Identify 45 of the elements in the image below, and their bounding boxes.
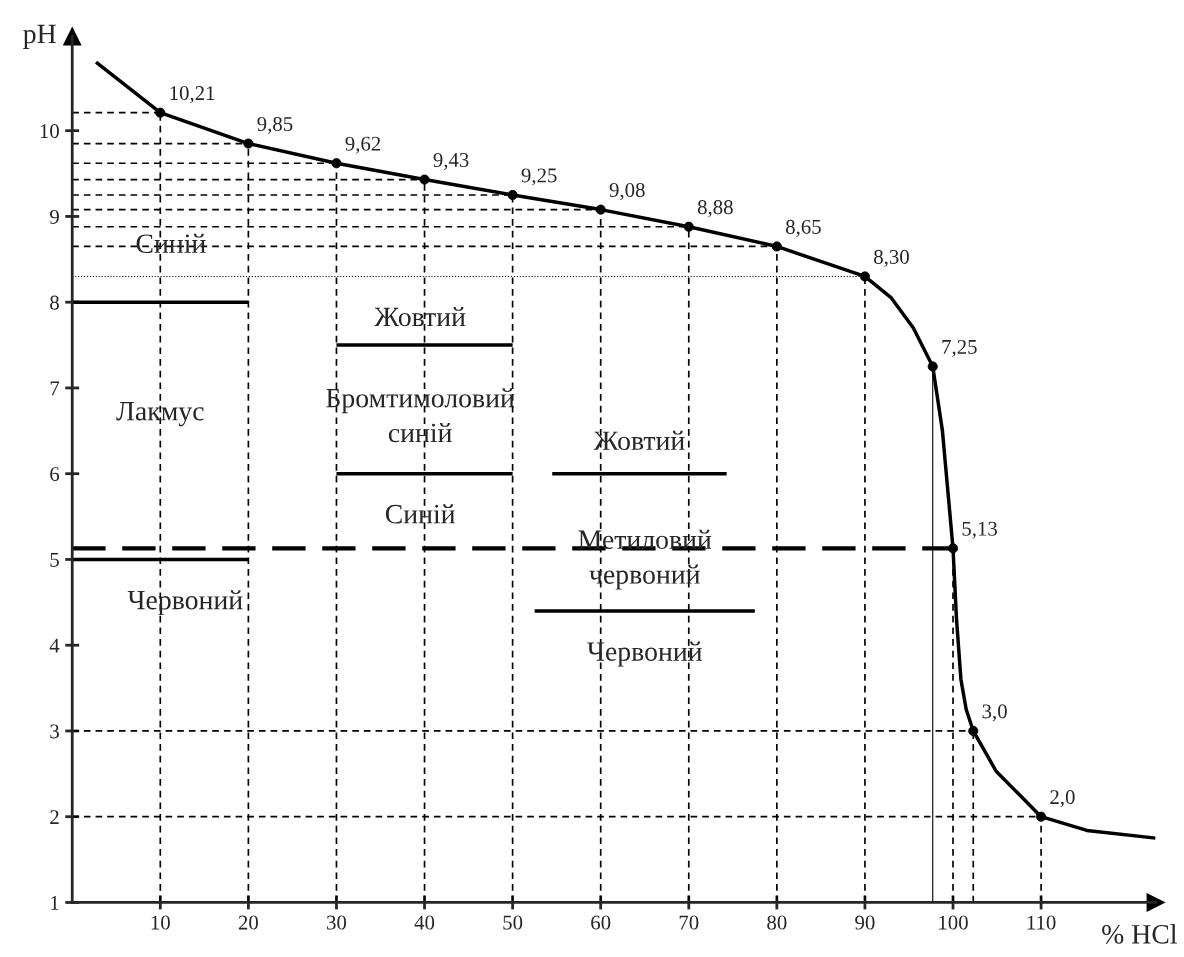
annotation: Синій xyxy=(385,504,455,524)
annotation: Бромтимоловий синій xyxy=(326,388,515,443)
annotation: Червоний xyxy=(127,590,243,616)
y-tick-label: 5 xyxy=(50,553,59,567)
data-label: 9,62 xyxy=(345,136,381,154)
y-tick-label: 6 xyxy=(50,467,60,482)
x-tick-label: 100 xyxy=(939,915,968,930)
x-tick-label: 90 xyxy=(855,915,875,930)
data-label: 9,85 xyxy=(257,116,293,134)
data-label: 8,88 xyxy=(697,200,733,218)
data-label: 8,30 xyxy=(874,249,909,267)
x-tick-label: 40 xyxy=(414,915,435,930)
data-label: 5,13 xyxy=(962,521,997,539)
x-tick-label: 10 xyxy=(151,915,170,930)
y-tick-label: 8 xyxy=(50,295,59,310)
y-tick-label: 1 xyxy=(51,895,59,910)
data-label: 10,21 xyxy=(170,86,215,104)
data-label: 8,65 xyxy=(785,219,821,237)
y-tick-label: 10 xyxy=(40,124,59,139)
y-axis-title: pH xyxy=(23,24,56,49)
annotation: Метиловий червоний xyxy=(578,529,712,590)
x-tick-label: 50 xyxy=(503,915,523,930)
y-tick-label: 7 xyxy=(50,381,60,396)
annotation: Червоний xyxy=(587,641,702,667)
y-tick-label: 4 xyxy=(49,638,60,653)
y-tick-label: 9 xyxy=(49,209,59,224)
data-label: 3,0 xyxy=(982,704,1007,722)
annotation: Лакмус xyxy=(116,402,204,427)
y-tick-label: 2 xyxy=(50,810,59,824)
x-tick-label: 20 xyxy=(238,915,258,930)
data-label: 9,08 xyxy=(609,182,645,201)
data-label: 7,25 xyxy=(942,339,977,357)
y-tick-label: 3 xyxy=(50,724,59,739)
x-axis-title: % HCl xyxy=(1102,924,1177,944)
x-tick-label: 80 xyxy=(767,915,787,930)
x-tick-label: 60 xyxy=(591,915,611,930)
data-label: 9,25 xyxy=(521,168,557,186)
data-label: 9,43 xyxy=(433,153,469,170)
data-label: 2,0 xyxy=(1050,790,1075,808)
x-tick-label: 110 xyxy=(1027,915,1056,930)
annotation: Жовтий xyxy=(593,430,685,451)
x-tick-label: 70 xyxy=(679,915,699,930)
annotation: Синій xyxy=(136,233,206,254)
x-tick-label: 30 xyxy=(327,915,347,930)
annotation: Жовтий xyxy=(374,307,466,327)
